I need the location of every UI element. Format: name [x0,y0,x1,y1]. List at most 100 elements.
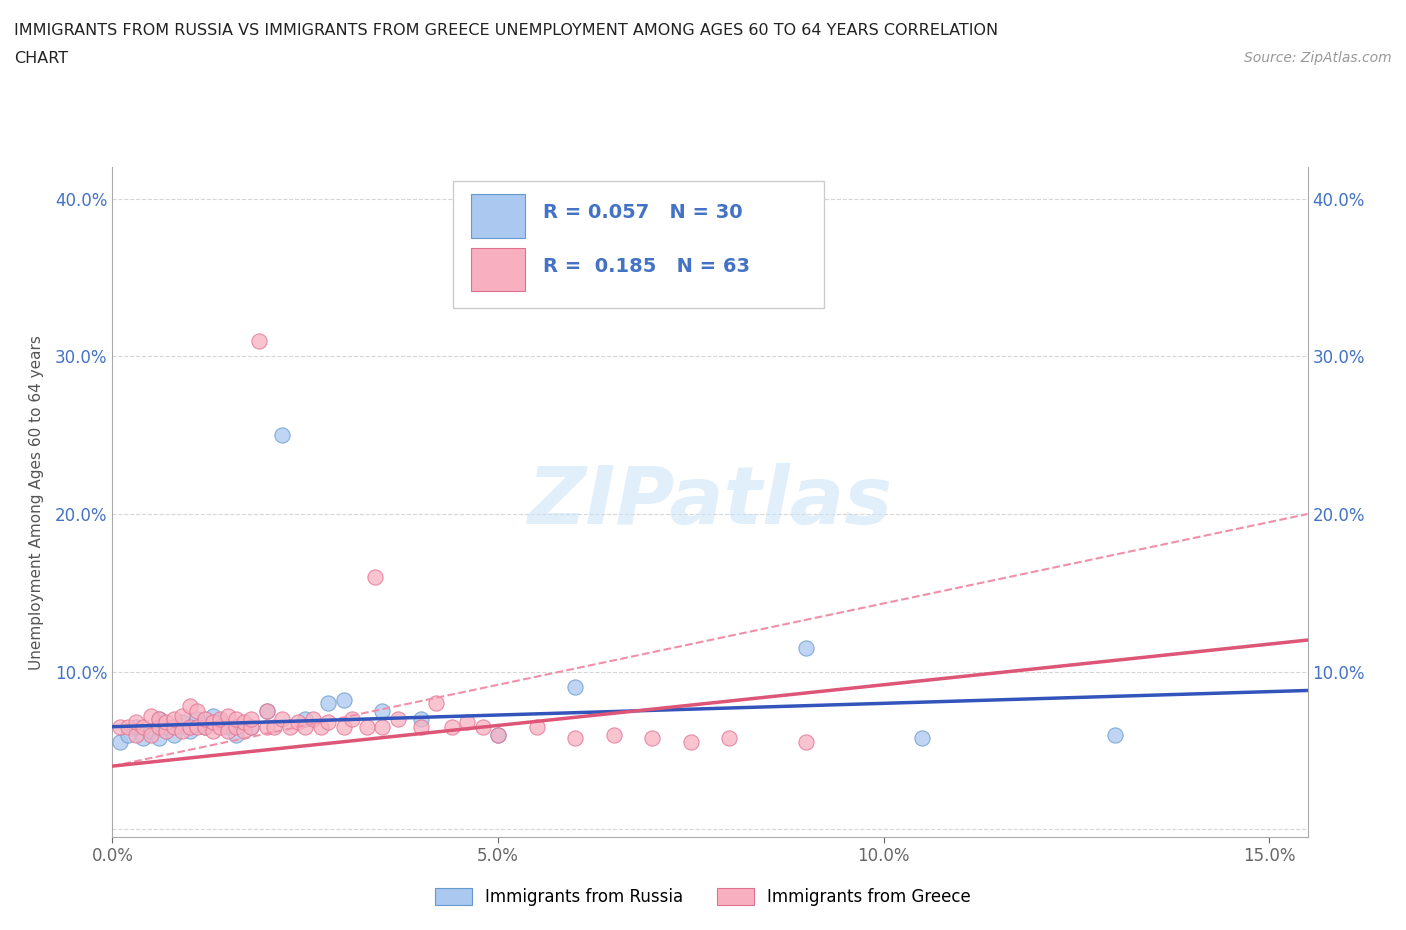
Point [201,714,224,729]
Point [371,719,394,734]
Point [318,714,340,729]
Point [225,711,247,726]
Point [564,730,586,745]
Text: Source: ZipAtlas.com: Source: ZipAtlas.com [1244,51,1392,65]
Point [333,693,356,708]
Point [108,735,131,750]
Point [340,711,363,726]
Point [526,719,548,734]
Point [170,724,193,738]
Point [318,696,340,711]
Text: IMMIGRANTS FROM RUSSIA VS IMMIGRANTS FROM GREECE UNEMPLOYMENT AMONG AGES 60 TO 6: IMMIGRANTS FROM RUSSIA VS IMMIGRANTS FRO… [14,23,998,38]
Point [186,711,208,726]
Point [256,719,278,734]
Point [356,719,378,734]
Point [148,711,170,726]
Point [163,727,186,742]
Point [287,714,309,729]
Point [217,719,239,734]
Y-axis label: Unemployment Among Ages 60 to 64 years: Unemployment Among Ages 60 to 64 years [30,335,44,670]
Text: ZIPatlas: ZIPatlas [527,463,893,541]
Point [641,730,664,745]
Point [425,696,447,711]
Point [148,730,170,745]
Point [294,719,316,734]
Point [124,714,146,729]
Point [278,719,301,734]
Point [194,719,217,734]
Point [155,724,177,738]
Point [124,719,146,734]
Point [225,727,247,742]
Point [209,711,232,726]
Point [409,719,432,734]
Point [240,719,263,734]
Point [194,711,217,726]
Point [108,719,131,734]
Point [309,719,332,734]
Point [217,709,239,724]
Point [139,709,162,724]
Point [363,569,385,584]
Point [209,714,232,729]
Point [217,724,239,738]
Point [371,703,394,718]
Point [194,719,217,734]
Point [602,727,624,742]
Point [333,719,356,734]
Point [148,711,170,726]
Point [170,709,193,724]
Point [263,719,285,734]
Point [240,719,263,734]
Point [294,711,316,726]
Point [240,711,263,726]
Point [1104,727,1126,742]
Point [564,680,586,695]
Text: R = 0.057   N = 30: R = 0.057 N = 30 [543,204,742,222]
Point [209,719,232,734]
Point [718,730,741,745]
Point [139,727,162,742]
Point [247,333,270,348]
Point [679,735,702,750]
Point [186,719,208,734]
Point [132,719,155,734]
FancyBboxPatch shape [453,180,824,308]
Point [387,711,409,726]
Point [486,727,509,742]
Point [486,727,509,742]
Point [232,714,254,729]
Point [179,698,201,713]
Point [225,719,247,734]
Legend: Immigrants from Russia, Immigrants from Greece: Immigrants from Russia, Immigrants from … [429,881,977,912]
Point [155,714,177,729]
Point [163,711,186,726]
Point [256,703,278,718]
Point [186,703,208,718]
Point [179,719,201,734]
Point [440,719,463,734]
Point [163,719,186,734]
Point [170,714,193,729]
Point [124,727,146,742]
Point [471,719,494,734]
Point [179,724,201,738]
Point [117,719,139,734]
Point [117,727,139,742]
FancyBboxPatch shape [471,247,524,291]
Text: CHART: CHART [14,51,67,66]
Point [201,709,224,724]
FancyBboxPatch shape [471,194,524,238]
Point [256,703,278,718]
Point [456,714,478,729]
Point [796,641,818,656]
Point [796,735,818,750]
Point [148,719,170,734]
Point [139,724,162,738]
Point [911,730,934,745]
Point [409,711,432,726]
Point [271,428,294,443]
Point [201,724,224,738]
Point [155,719,177,734]
Point [132,730,155,745]
